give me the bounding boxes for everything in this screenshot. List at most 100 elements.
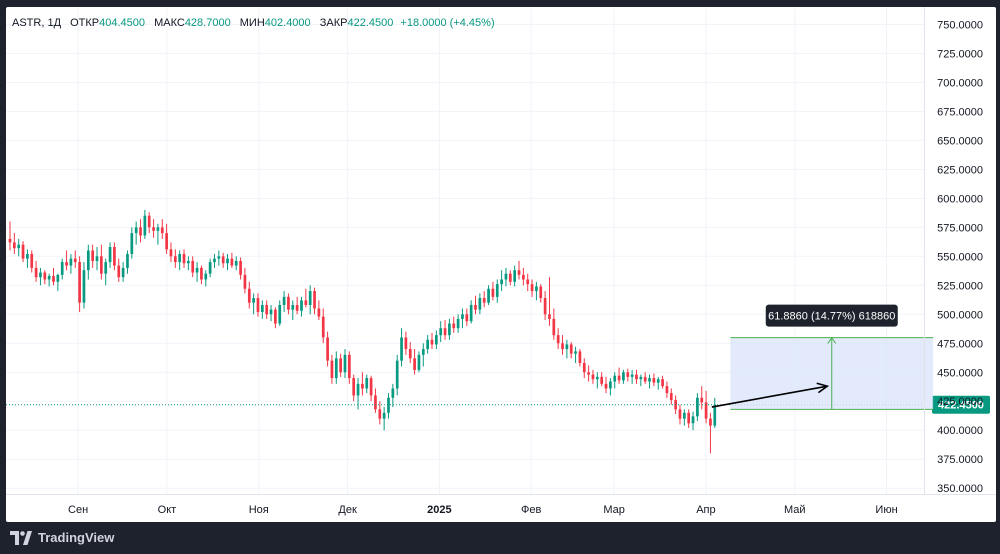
candle-body	[226, 258, 229, 264]
candle-body	[609, 381, 612, 389]
candle-body	[239, 260, 242, 275]
candle-body	[126, 253, 129, 268]
candle-body	[165, 233, 168, 250]
candle	[191, 256, 195, 278]
candle	[230, 252, 234, 268]
candle-body	[86, 250, 90, 271]
candle	[130, 227, 134, 259]
candle-body	[578, 351, 582, 363]
candle-body	[435, 335, 438, 345]
candle-body	[665, 386, 669, 394]
candle	[682, 409, 686, 426]
candle	[95, 247, 99, 271]
candle-body	[613, 375, 617, 382]
candle	[82, 262, 86, 309]
candle	[661, 375, 664, 389]
candle-body	[256, 298, 260, 312]
tradingview-logo[interactable]: TradingView	[10, 530, 114, 545]
candle	[308, 285, 312, 315]
candle-body	[243, 274, 247, 289]
candle	[108, 242, 112, 268]
candle	[173, 249, 177, 268]
candle	[604, 376, 608, 394]
candle-body	[465, 314, 469, 322]
candle-body	[182, 253, 186, 264]
candle-body	[134, 227, 138, 234]
candle-body	[404, 337, 408, 350]
candle	[630, 369, 634, 384]
candle-body	[213, 258, 216, 263]
candle	[574, 346, 577, 363]
candle	[226, 253, 229, 271]
candle-body	[121, 267, 125, 278]
y-tick-label: 525.0000	[937, 280, 983, 292]
x-axis: Сен Окт Ноя Дек 2025 Фев Мар Апр Май Июн	[6, 494, 996, 516]
candle	[522, 267, 525, 286]
candle-body	[704, 402, 708, 419]
candle-body	[495, 284, 499, 297]
candle-body	[604, 383, 608, 389]
candle-body	[600, 376, 604, 384]
candle-body	[430, 339, 434, 345]
candle-body	[334, 358, 338, 379]
y-tick-label: 600.0000	[937, 193, 983, 205]
candle	[561, 335, 564, 355]
candle	[134, 221, 138, 245]
price-chart[interactable]: 422.4500 61.8860 (14.77%) 618860 750.0000…	[6, 7, 996, 522]
candle	[439, 321, 443, 343]
high-label: МАКС	[154, 17, 185, 29]
candle-body	[639, 376, 643, 380]
y-tick-label: 700.0000	[937, 77, 983, 89]
candle-body	[491, 288, 495, 297]
candle	[713, 397, 717, 428]
candle	[569, 342, 573, 359]
candle-body	[678, 409, 682, 419]
candle-body	[295, 304, 299, 311]
candle-body	[682, 412, 686, 419]
candle	[578, 349, 582, 367]
candle	[504, 267, 508, 287]
candle	[669, 388, 673, 405]
candle-body	[152, 227, 155, 231]
candle-body	[26, 253, 29, 259]
candle	[565, 339, 569, 359]
candle-body	[347, 354, 351, 379]
candle	[495, 279, 499, 303]
candle-body	[187, 260, 190, 264]
candle-body	[230, 258, 234, 266]
candle	[91, 244, 95, 268]
candle	[635, 369, 638, 384]
candle-body	[208, 262, 212, 274]
candle	[291, 300, 295, 321]
candle-body	[247, 288, 251, 303]
chart-pane[interactable]: ASTR, 1Д ОТКР404.4500 МАКС428.7000 МИН40…	[6, 7, 996, 522]
candle-body	[439, 328, 443, 336]
candle	[365, 374, 369, 394]
candle-body	[317, 308, 321, 317]
y-tick-label: 625.0000	[937, 164, 983, 176]
x-tick-label: Май	[784, 504, 806, 516]
x-tick-label: Окт	[158, 504, 177, 516]
candle-body	[169, 249, 173, 257]
candle	[356, 378, 360, 410]
candle	[139, 219, 142, 243]
y-tick-label: 575.0000	[937, 222, 983, 234]
candle-body	[21, 244, 25, 259]
candle	[656, 376, 660, 390]
candle	[121, 262, 125, 282]
y-tick-label: 450.0000	[937, 367, 983, 379]
candle	[491, 281, 495, 301]
candle-body	[69, 258, 73, 266]
candle	[195, 262, 199, 282]
candle-body	[108, 247, 112, 263]
candle-body	[291, 304, 295, 310]
candle	[430, 332, 434, 350]
candle	[100, 244, 103, 280]
candle	[234, 256, 238, 271]
candle	[56, 273, 60, 292]
candle	[552, 308, 556, 340]
candle-body	[300, 300, 303, 311]
y-tick-label: 375.0000	[937, 454, 983, 466]
candle-body	[117, 265, 121, 278]
candle-body	[617, 375, 621, 381]
